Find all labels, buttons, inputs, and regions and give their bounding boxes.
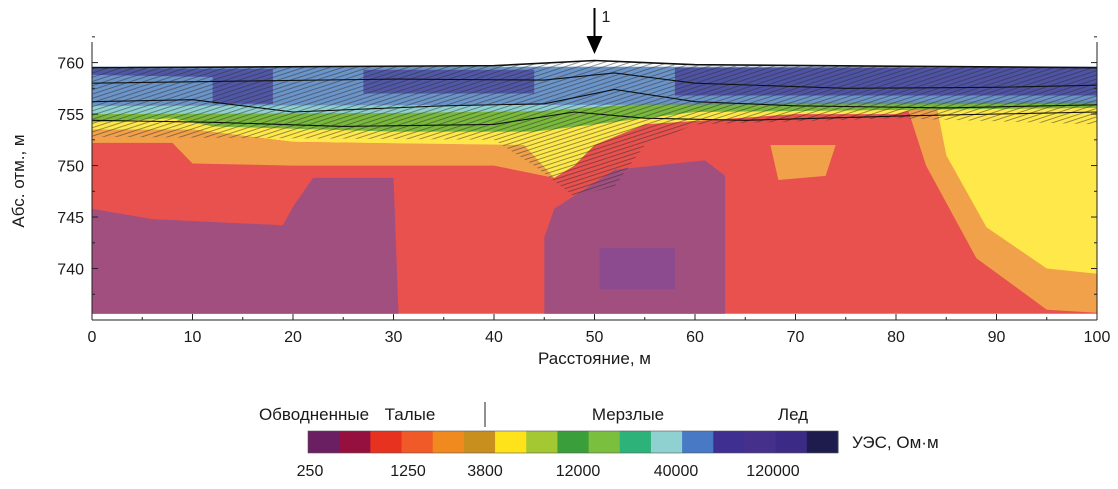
legend-tick-label: 120000 — [746, 463, 799, 480]
legend-tick-label: 40000 — [654, 463, 699, 480]
zone-purple-center — [544, 160, 726, 314]
zone-orange-mid — [770, 145, 836, 180]
legend-swatch — [463, 431, 496, 453]
x-tick-label: 100 — [1084, 329, 1111, 346]
legend-swatch — [588, 431, 621, 453]
legend-tick-label: 1250 — [390, 463, 426, 480]
x-tick-label: 20 — [284, 329, 302, 346]
legend-unit: УЭС, Ом·м — [852, 433, 939, 452]
legend-group-label: Обводненные — [259, 405, 369, 424]
seismic-hatch — [92, 60, 1097, 197]
legend-swatch — [806, 431, 839, 453]
x-tick-label: 60 — [686, 329, 704, 346]
x-axis-label: Расстояние, м — [538, 349, 651, 368]
legend-tick-label: 250 — [297, 463, 324, 480]
layer-orange — [92, 129, 555, 178]
reflection-line — [92, 111, 1097, 127]
y-tick-label: 740 — [57, 262, 84, 279]
x-tick-label: 90 — [988, 329, 1006, 346]
x-tick-label: 50 — [586, 329, 604, 346]
legend-group-label: Лед — [778, 405, 808, 424]
legend-swatch — [370, 431, 403, 453]
legend-tick-label: 3800 — [467, 463, 503, 480]
y-axis-label: Абс. отм., м — [9, 134, 28, 227]
labels-layer: Расстояние, м Абс. отм., м 1 — [9, 8, 651, 368]
legend-swatch — [526, 431, 558, 453]
zone-ice-yellow — [936, 103, 1097, 274]
reflection-line — [92, 59, 1097, 69]
reflection-line — [92, 88, 1097, 113]
marker-arrow-head — [586, 36, 603, 54]
legend-swatch — [339, 431, 371, 453]
legend-swatch — [682, 431, 714, 453]
marker-label: 1 — [602, 9, 611, 26]
x-tick-label: 0 — [88, 329, 97, 346]
y-tick-label: 755 — [57, 107, 84, 124]
legend-swatch — [775, 431, 808, 453]
y-tick-label: 760 — [57, 56, 84, 73]
legend-swatch — [744, 431, 777, 453]
x-tick-label: 40 — [485, 329, 503, 346]
axes-layer: 0 10 20 30 40 50 60 70 80 90 100 740 745 750 755 760 — [57, 36, 1111, 346]
color-legend: Обводненные Талые Мерзлые Лед 250 1250 3800 120… — [259, 402, 939, 480]
legend-swatch — [308, 431, 340, 453]
legend-swatch — [619, 431, 652, 453]
legend-swatch — [713, 431, 745, 453]
zone-purple-left — [92, 177, 399, 314]
x-tick-label: 80 — [887, 329, 905, 346]
zone-purple-inner — [599, 247, 675, 290]
section-plot-area — [92, 59, 1097, 314]
legend-swatch — [557, 431, 590, 453]
x-tick-label: 30 — [385, 329, 403, 346]
legend-group-label: Талые — [385, 405, 436, 424]
legend-bar-frame — [307, 430, 839, 454]
legend-tick-label: 12000 — [556, 463, 601, 480]
y-tick-label: 750 — [57, 159, 84, 176]
x-tick-label: 10 — [184, 329, 202, 346]
legend-swatch — [432, 431, 465, 453]
legend-swatch — [401, 431, 434, 453]
legend-swatch — [650, 431, 683, 453]
x-tick-label: 70 — [787, 329, 805, 346]
y-tick-label: 745 — [57, 210, 84, 227]
legend-group-label: Мерзлые — [592, 405, 664, 424]
legend-swatch — [495, 431, 527, 453]
reflection-line — [92, 72, 1097, 89]
